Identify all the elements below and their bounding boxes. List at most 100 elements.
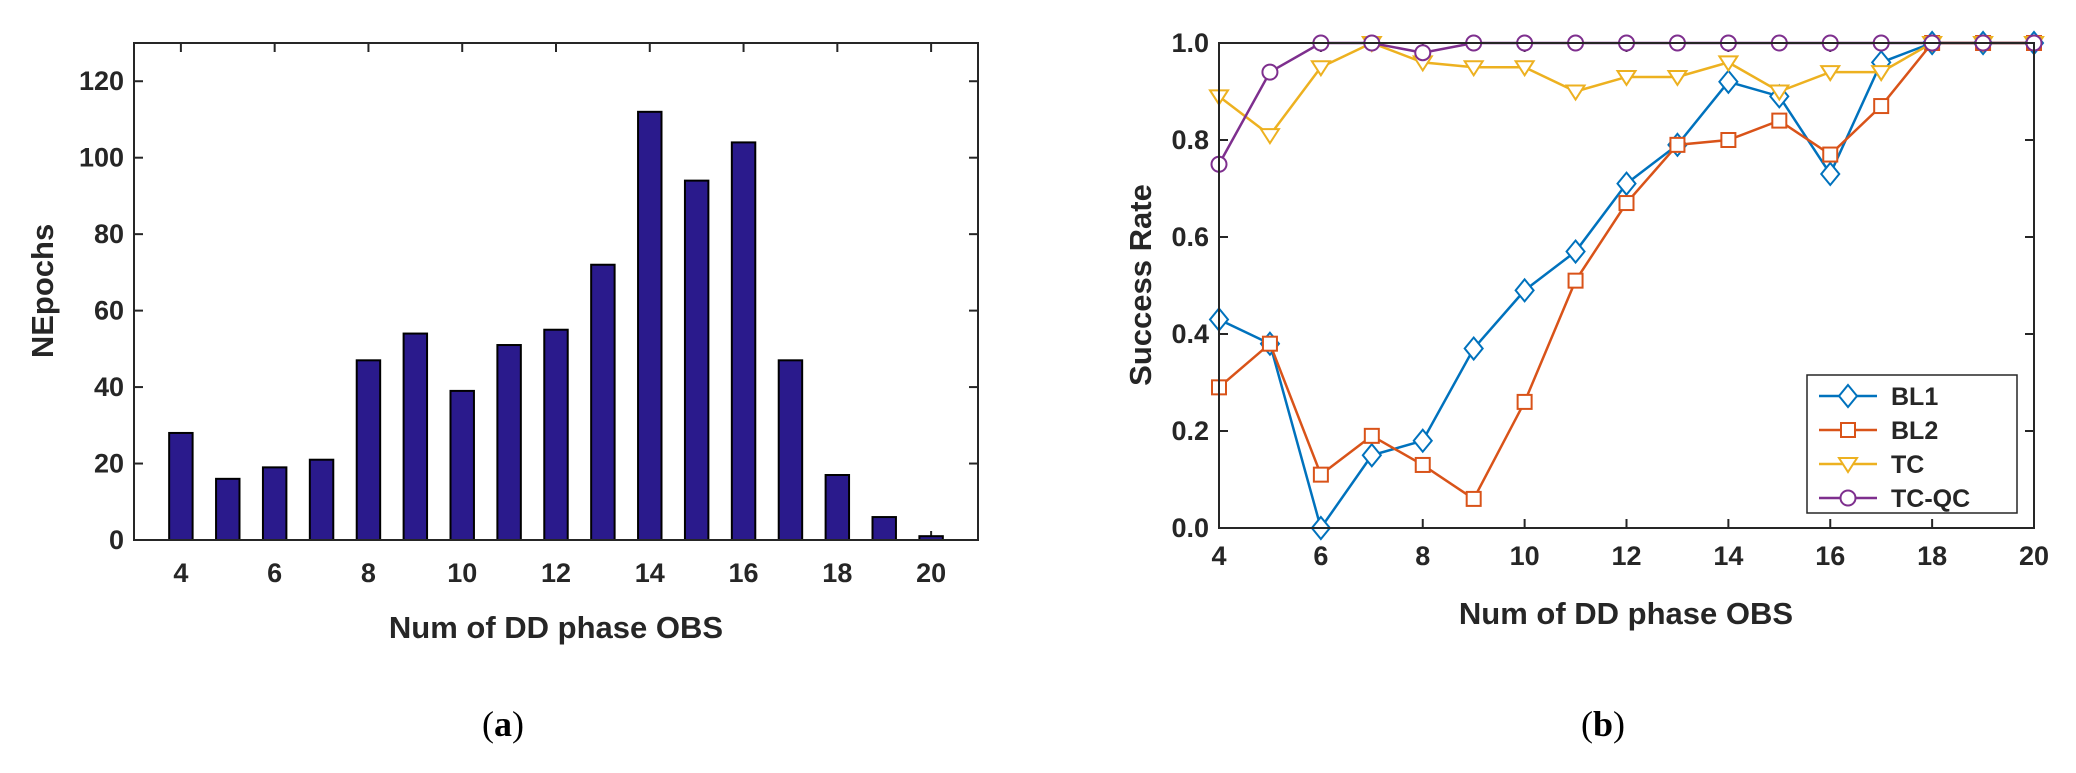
chart-b-point-tc: [1870, 65, 1893, 82]
chart-b-line-tc: [1218, 41, 2034, 137]
chart-b-legend-marker-tc-qc: [1839, 489, 1857, 507]
chart-b-xtick-label: 14: [1713, 541, 1743, 571]
chart-b-point-bl2: [1720, 132, 1737, 148]
chart-a-xtick-label: 6: [267, 558, 282, 588]
caption-b: (b): [1581, 704, 1625, 744]
chart-b-point-tc: [1513, 60, 1536, 78]
chart-b-point-bl2: [1618, 195, 1635, 212]
chart-b-point-bl2: [1516, 393, 1533, 410]
chart-a-xtick-label: 8: [361, 558, 376, 588]
chart-b-legend-marker-bl1: [1837, 383, 1859, 409]
chart-a-ytick-label: 100: [79, 143, 124, 173]
chart-b-xtick-label: 18: [1917, 541, 1947, 571]
chart-b-point-bl1: [1361, 442, 1383, 468]
chart-b-point-bl2: [1363, 427, 1380, 444]
chart-a-bar-15: [683, 179, 710, 541]
chart-b-point-tc-qc: [1414, 44, 1432, 62]
chart-b-ytick-label: 0.8: [1171, 125, 1209, 155]
caption-a: (a): [482, 704, 524, 744]
chart-b-xtick-label: 16: [1815, 541, 1845, 571]
chart-a-bar-5: [215, 477, 241, 542]
chart-b-point-tc: [1310, 60, 1332, 78]
chart-b-point-bl2: [1771, 112, 1788, 129]
chart-a-nepochs-histogram: 0 20 40 60 80 100 120 4 6 8 10 12 14 16 18 20 Num of DD…: [25, 42, 979, 645]
chart-b-legend-marker-tc: [1837, 457, 1859, 474]
chart-a-bar-19: [871, 516, 897, 541]
chart-b-ytick-label: 0.6: [1171, 222, 1209, 252]
chart-b-point-bl2: [1465, 490, 1482, 507]
chart-b-legend: BL1 BL2 TC TC-QC: [1806, 374, 2018, 514]
chart-b-point-tc-qc: [1261, 63, 1279, 81]
caption-b-letter: b: [1593, 704, 1613, 744]
chart-a-ylabel: NEpochs: [25, 224, 60, 358]
chart-b-legend-item-tc-qc: TC-QC: [1819, 485, 1970, 513]
chart-b-ytick-label: 1.0: [1171, 28, 1209, 58]
chart-b-point-tc: [1564, 84, 1587, 102]
chart-b-point-bl1: [1463, 335, 1484, 362]
chart-b-point-tc: [1615, 69, 1638, 87]
chart-b-xtick-label: 4: [1211, 541, 1226, 571]
chart-b-point-bl2: [1414, 456, 1431, 473]
chart-b-xtick-label: 8: [1415, 541, 1430, 571]
chart-a-xtick-label: 14: [635, 558, 665, 588]
chart-b-legend-label-tc: TC: [1891, 451, 1924, 479]
chart-a-bar-16: [730, 141, 757, 541]
chart-b-point-tc: [1819, 65, 1842, 82]
chart-b-legend-item-bl1: BL1: [1819, 383, 1938, 411]
chart-b-series-tc-qc: [1210, 34, 2043, 173]
chart-b-point-tc: [1768, 84, 1791, 102]
chart-b-legend-label-bl1: BL1: [1891, 383, 1938, 411]
chart-a-plot-frame: [133, 42, 979, 541]
chart-b-ytick-label: 0.2: [1171, 416, 1209, 446]
chart-b-ylabel: Success Rate: [1123, 184, 1158, 386]
chart-a-xtick-label: 10: [447, 558, 477, 588]
chart-b-legend-label-tc-qc: TC-QC: [1891, 485, 1970, 513]
chart-a-ytick-label: 40: [94, 372, 124, 402]
chart-a-bar-8: [355, 359, 382, 542]
chart-a-ytick-label: 20: [94, 449, 124, 479]
chart-a-bar-14: [637, 110, 663, 541]
chart-a-xtick-label: 16: [729, 558, 759, 588]
chart-a-ytick-label: 0: [109, 525, 124, 555]
chart-b-point-bl1: [1565, 238, 1586, 265]
chart-b-xtick-label: 20: [2019, 541, 2049, 571]
chart-a-xtick-label: 20: [916, 558, 946, 588]
chart-b-ytick-label: 0.4: [1171, 319, 1209, 349]
chart-a-bar-10: [449, 389, 475, 541]
chart-b-line-tc-qc: [1217, 41, 2034, 165]
chart-a-bar-13: [590, 263, 616, 541]
chart-b-series-bl2: [1211, 35, 2042, 507]
chart-a-bar-4: [168, 431, 194, 542]
chart-b-point-tc: [1462, 60, 1485, 78]
chart-b-point-bl1: [1616, 171, 1637, 197]
chart-a-xlabel: Num of DD phase OBS: [389, 610, 723, 645]
chart-b-point-bl2: [1873, 98, 1890, 115]
chart-b-point-bl2: [1669, 136, 1686, 153]
chart-b-point-bl2: [1312, 466, 1329, 483]
chart-b-point-bl2: [1822, 146, 1839, 163]
chart-b-legend-item-bl2: BL2: [1819, 417, 1938, 445]
chart-a-bar-7: [308, 458, 335, 542]
chart-a-ytick-label: 80: [94, 219, 124, 249]
chart-a-xtick-label: 12: [541, 558, 571, 588]
chart-b-legend-item-tc: TC: [1819, 451, 1924, 479]
chart-b-point-bl1: [1412, 428, 1434, 454]
chart-b-xlabel: Num of DD phase OBS: [1459, 596, 1793, 631]
chart-b-point-bl2: [1567, 272, 1584, 289]
chart-b-xtick-label: 10: [1510, 541, 1540, 571]
chart-b-point-bl1: [1718, 69, 1739, 95]
chart-a-bar-9: [402, 332, 429, 541]
chart-b-ytick-label: 0.0: [1171, 513, 1209, 543]
chart-a-bar-12: [543, 328, 569, 541]
chart-b-series-tc: [1208, 36, 2045, 145]
chart-b-success-rate: 0.0 0.2 0.4 0.6 0.8 1.0 4 6 8 10 12 14 16 18 20 BL1 BL2…: [1123, 28, 2049, 631]
chart-a-bar-18: [824, 474, 851, 541]
chart-b-point-bl2: [1261, 335, 1278, 352]
chart-a-bar-11: [496, 344, 522, 541]
chart-b-point-tc: [1259, 128, 1281, 145]
chart-b-point-bl1: [1819, 161, 1841, 187]
chart-a-bar-6: [261, 466, 288, 541]
chart-b-legend-marker-bl2: [1840, 422, 1856, 438]
chart-b-point-bl1: [1514, 277, 1535, 303]
